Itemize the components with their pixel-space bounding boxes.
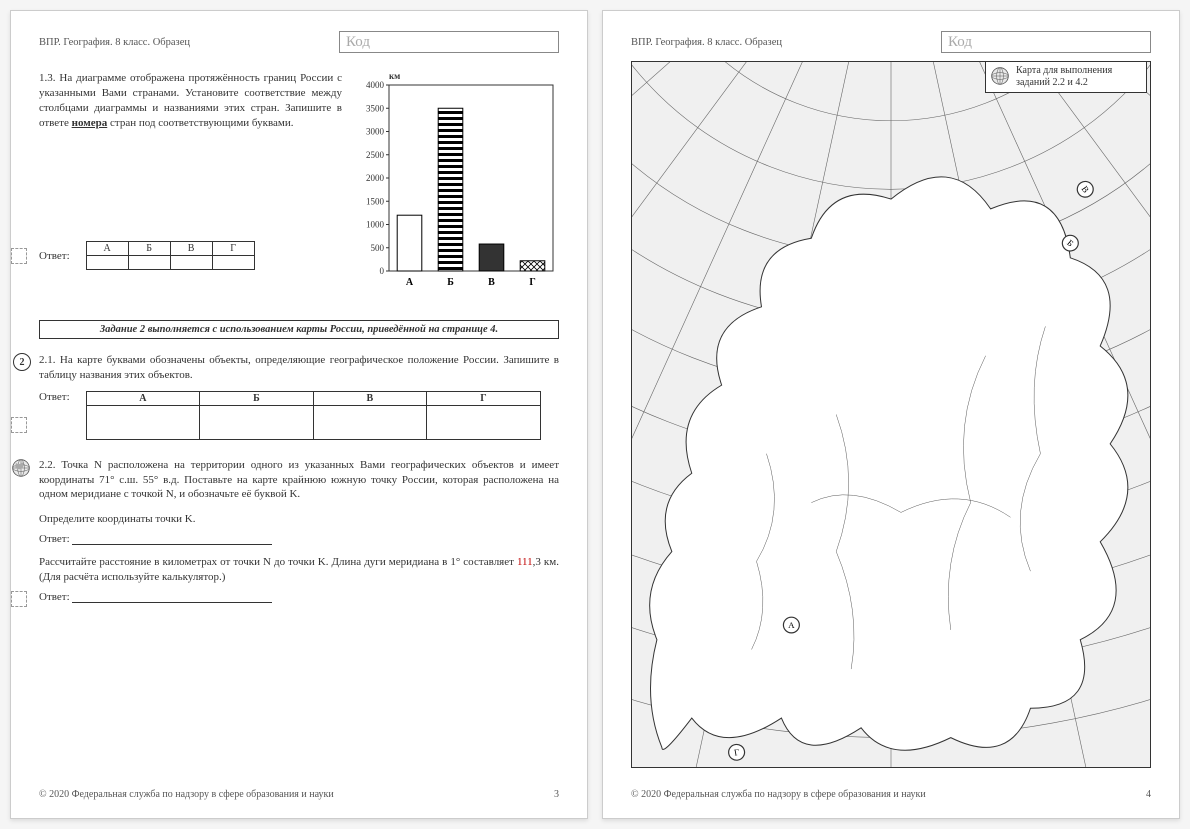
answer-1-3-row: Ответ: АБВГ (39, 241, 559, 270)
svg-text:3500: 3500 (366, 103, 385, 113)
globe-icon (990, 66, 1010, 86)
page-footer: © 2020 Федеральная служба по надзору в с… (631, 789, 1151, 800)
score-box (11, 591, 27, 607)
svg-text:2500: 2500 (366, 150, 385, 160)
answer-table-2-1[interactable]: АБВГ (86, 391, 541, 440)
page-4: ВПР. География. 8 класс. Образец Код Кар… (602, 10, 1180, 819)
answer-label: Ответ: (39, 250, 70, 262)
page-number: 3 (554, 789, 559, 800)
footer-copyright: © 2020 Федеральная служба по надзору в с… (631, 789, 926, 800)
answer-line-distance: Ответ: (39, 591, 559, 603)
doc-title: ВПР. География. 8 класс. Образец (39, 37, 190, 48)
task-2-2-subq1: Определите координаты точки K. (39, 512, 559, 527)
svg-text:1500: 1500 (366, 196, 385, 206)
map-title-box: Карта для выполнения заданий 2.2 и 4.2 (985, 61, 1147, 93)
task-2-2: 2.2. Точка N расположена на территории о… (39, 458, 559, 603)
chart-ylabel: км (354, 71, 559, 81)
task-2-banner: Задание 2 выполняется с использованием к… (39, 320, 559, 339)
task-number-circle: 2 (13, 353, 31, 371)
score-box (11, 248, 27, 264)
task-2-1: 2 2.1. На карте буквами обозначены объек… (39, 353, 559, 440)
svg-text:2000: 2000 (366, 173, 385, 183)
answer-table-1-3[interactable]: АБВГ (86, 241, 255, 270)
code-field[interactable]: Код (339, 31, 559, 53)
page-footer: © 2020 Федеральная служба по надзору в с… (39, 789, 559, 800)
russia-outline-map: АБВГ (631, 61, 1151, 768)
footer-copyright: © 2020 Федеральная служба по надзору в с… (39, 789, 334, 800)
answer-blank[interactable] (72, 592, 272, 603)
page-number: 4 (1146, 789, 1151, 800)
map-svg: АБВГ (632, 62, 1150, 767)
svg-text:А: А (406, 277, 414, 288)
task-2-2-text: 2.2. Точка N расположена на территории о… (39, 458, 559, 503)
page-header: ВПР. География. 8 класс. Образец Код (631, 31, 1151, 53)
svg-text:В: В (488, 277, 495, 288)
score-box (11, 417, 27, 433)
page-header: ВПР. География. 8 класс. Образец Код (39, 31, 559, 53)
svg-text:1000: 1000 (366, 220, 385, 230)
svg-text:Б: Б (447, 277, 454, 288)
svg-text:3000: 3000 (366, 127, 385, 137)
svg-text:А: А (788, 620, 795, 630)
svg-text:4000: 4000 (366, 81, 385, 90)
page-3: ВПР. География. 8 класс. Образец Код 1.3… (10, 10, 588, 819)
task-2-2-subq2: Рассчитайте расстояние в километрах от т… (39, 555, 559, 585)
answer-label: Ответ: (39, 391, 70, 403)
answer-blank[interactable] (72, 534, 272, 545)
task-2-1-text: 2.1. На карте буквами обозначены объекты… (39, 353, 559, 383)
code-field[interactable]: Код (941, 31, 1151, 53)
answer-line-k-coords: Ответ: (39, 533, 559, 545)
globe-icon (11, 458, 31, 478)
svg-text:Г: Г (529, 277, 535, 288)
doc-title: ВПР. География. 8 класс. Образец (631, 37, 782, 48)
